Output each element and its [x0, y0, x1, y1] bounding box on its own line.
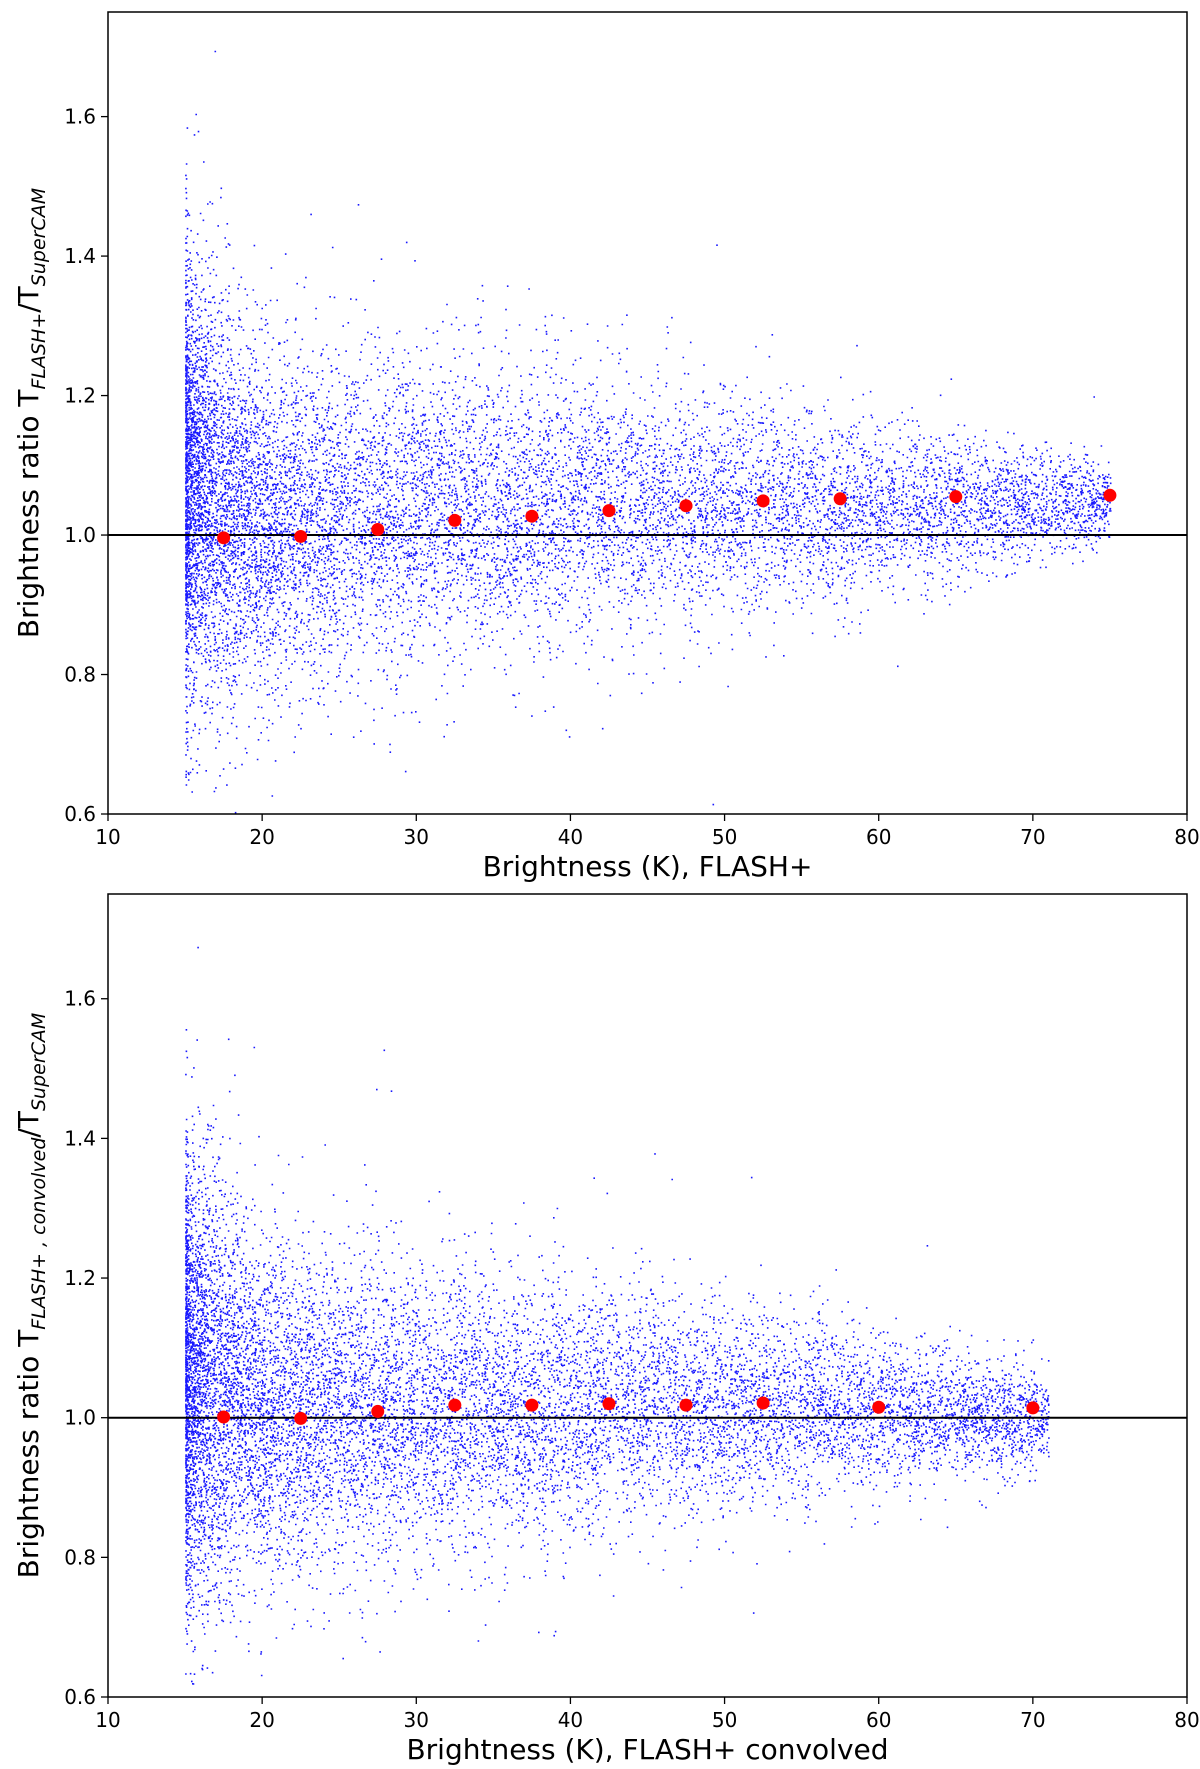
x-tick-label: 50: [712, 1708, 737, 1732]
binned-mean-point: [756, 494, 770, 508]
x-axis: 10 20 30 40 50 60 70 80 Brightness (K), FLASH+ c…: [95, 1697, 1200, 1766]
y-label-separator: /T: [12, 285, 45, 312]
x-axis-label: Brightness (K), FLASH+ convolved: [406, 1733, 888, 1766]
binned-mean-points: [217, 1396, 1040, 1425]
y-label-denominator-sub: SuperCAM: [28, 188, 50, 286]
scatter-points: [185, 894, 1050, 1685]
y-tick-label: 1.2: [64, 1266, 96, 1290]
y-label-numerator-sub: FLASH+ , convolved: [28, 1137, 50, 1330]
y-tick-label: 0.6: [64, 802, 96, 826]
x-tick-label: 60: [866, 825, 891, 849]
y-tick-label: 1.0: [64, 523, 96, 547]
scatter-point-cloud: [185, 50, 1112, 814]
scatter-points: [185, 50, 1112, 814]
y-tick-label: 1.2: [64, 384, 96, 408]
x-axis-label: Brightness (K), FLASH+: [483, 850, 813, 883]
x-tick-label: 10: [95, 825, 120, 849]
binned-mean-point: [679, 499, 693, 513]
axes-frame: [107, 11, 1188, 815]
plot-area: [108, 894, 1187, 1685]
binned-mean-point: [833, 492, 847, 506]
binned-mean-point: [217, 531, 231, 545]
binned-mean-point: [602, 1397, 616, 1411]
binned-mean-points: [217, 488, 1117, 545]
bottom-panel: 10 20 30 40 50 60 70 80 Brightness (K), FLASH+ c…: [12, 893, 1200, 1766]
y-tick-label: 0.6: [64, 1685, 96, 1709]
binned-mean-point: [872, 1400, 886, 1414]
y-axis: 0.6 0.8 1.0 1.2 1.4 1.6 Brightness ratio TFLAS…: [12, 987, 108, 1709]
binned-mean-point: [1026, 1401, 1040, 1415]
binned-mean-point: [448, 513, 462, 527]
x-tick-label: 80: [1174, 825, 1199, 849]
axes-frame: [107, 893, 1188, 1698]
binned-mean-point: [1103, 488, 1117, 502]
x-tick-label: 30: [404, 1708, 429, 1732]
x-tick-label: 70: [1020, 1708, 1045, 1732]
binned-mean-point: [525, 1398, 539, 1412]
x-tick-label: 20: [249, 825, 274, 849]
y-label-prefix: Brightness ratio T: [12, 1329, 45, 1579]
y-axis-label: Brightness ratio TFLASH+/TSuperCAM: [12, 188, 50, 638]
binned-mean-point: [371, 522, 385, 536]
scatter-point-cloud: [185, 894, 1050, 1685]
y-tick-label: 1.4: [64, 1126, 96, 1150]
y-tick-label: 1.6: [64, 987, 96, 1011]
x-tick-label: 20: [249, 1708, 274, 1732]
x-tick-label: 50: [712, 825, 737, 849]
y-tick-label: 0.8: [64, 1545, 96, 1569]
x-tick-label: 30: [404, 825, 429, 849]
x-tick-label: 60: [866, 1708, 891, 1732]
binned-mean-point: [294, 1411, 308, 1425]
binned-mean-point: [448, 1398, 462, 1412]
x-axis: 10 20 30 40 50 60 70 80 Brightness (K), FLASH+: [95, 814, 1200, 883]
binned-mean-point: [602, 504, 616, 518]
y-label-separator: /T: [12, 1110, 45, 1137]
x-tick-label: 80: [1174, 1708, 1199, 1732]
y-label-prefix: Brightness ratio T: [12, 389, 45, 639]
binned-mean-point: [679, 1398, 693, 1412]
y-axis: 0.6 0.8 1.0 1.2 1.4 1.6 Brightness ratio TFLAS…: [12, 105, 108, 826]
y-label-numerator-sub: FLASH+: [28, 313, 50, 390]
y-label-denominator-sub: SuperCAM: [28, 1013, 50, 1111]
x-tick-label: 70: [1020, 825, 1045, 849]
binned-mean-point: [371, 1404, 385, 1418]
binned-mean-point: [294, 529, 308, 543]
binned-mean-point: [949, 490, 963, 504]
binned-mean-point: [756, 1396, 770, 1410]
binned-mean-point: [217, 1410, 231, 1424]
top-panel: 10 20 30 40 50 60 70 80 Brightness (K), FLASH+ 0.…: [12, 11, 1200, 883]
x-tick-label: 10: [95, 1708, 120, 1732]
y-tick-label: 1.4: [64, 244, 96, 268]
plot-area: [108, 50, 1187, 814]
x-tick-label: 40: [558, 1708, 583, 1732]
y-axis-label: Brightness ratio TFLASH+ , convolved/TSu…: [12, 1013, 50, 1579]
binned-mean-point: [525, 509, 539, 523]
x-tick-label: 40: [558, 825, 583, 849]
y-tick-label: 1.6: [64, 105, 96, 129]
y-tick-label: 0.8: [64, 663, 96, 687]
y-tick-label: 1.0: [64, 1406, 96, 1430]
